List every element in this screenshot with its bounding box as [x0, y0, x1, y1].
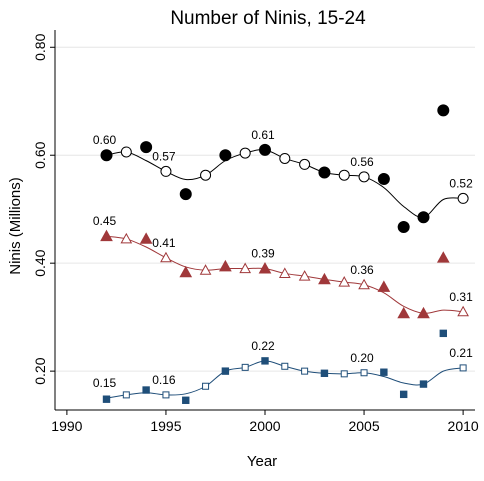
value-label: 0.15: [93, 376, 117, 390]
fit-marker: [199, 264, 212, 275]
value-label: 0.16: [152, 373, 176, 387]
fit-marker: [278, 267, 291, 278]
observed-marker: [139, 232, 153, 244]
fit-marker: [358, 171, 370, 183]
fit-marker: [241, 363, 249, 371]
fit-marker: [340, 370, 348, 378]
fit-marker: [239, 262, 252, 274]
observed-marker: [219, 259, 232, 272]
fit-marker: [120, 232, 133, 244]
value-label: 0.39: [251, 247, 275, 261]
fit-marker: [279, 152, 291, 164]
observed-marker: [377, 172, 390, 185]
fit-marker: [459, 364, 467, 372]
observed-marker: [417, 211, 430, 224]
fit-marker: [120, 146, 132, 158]
fit-marker: [360, 369, 368, 377]
observed-marker: [100, 229, 113, 242]
fit-marker: [457, 305, 469, 317]
observed-marker: [259, 143, 271, 156]
value-label: 0.41: [152, 236, 176, 250]
fit-marker: [160, 165, 172, 177]
observed-marker: [261, 357, 269, 365]
value-label: 0.57: [152, 149, 176, 163]
x-tick-label: 2005: [348, 418, 379, 434]
y-axis-title: Ninis (Millions): [7, 177, 24, 275]
value-label: 0.20: [350, 351, 374, 365]
observed-marker: [419, 380, 428, 388]
y-tick-label: 0.60: [32, 141, 48, 168]
observed-marker: [399, 390, 408, 399]
value-label: 0.31: [449, 290, 473, 304]
observed-marker: [318, 166, 331, 179]
y-tick-label: 0.40: [32, 249, 48, 276]
y-tick-label: 0.20: [32, 357, 48, 384]
fit-marker: [122, 391, 130, 399]
observed-marker: [221, 367, 230, 375]
observed-marker: [380, 368, 388, 376]
value-label: 0.21: [449, 346, 473, 360]
observed-marker: [320, 369, 329, 377]
value-label: 0.60: [93, 133, 117, 147]
observed-marker: [102, 395, 111, 403]
observed-marker: [377, 280, 391, 292]
value-label: 0.56: [350, 155, 374, 169]
observed-marker: [397, 221, 410, 234]
value-label: 0.45: [93, 214, 117, 228]
fit-marker: [299, 158, 311, 170]
observed-marker: [219, 149, 232, 162]
observed-marker: [397, 306, 411, 319]
y-tick-label: 0.80: [32, 33, 48, 60]
fit-marker: [202, 382, 210, 390]
fit-marker: [239, 147, 251, 159]
chart-title: Number of Ninis, 15-24: [170, 8, 366, 29]
fit-marker: [358, 278, 370, 290]
fit-marker: [301, 367, 309, 375]
fit-marker: [162, 391, 170, 399]
observed-marker: [437, 104, 450, 117]
x-tick-label: 1990: [51, 418, 82, 434]
observed-marker: [439, 329, 448, 338]
observed-marker: [417, 306, 430, 319]
observed-marker: [142, 386, 150, 394]
fit-marker: [457, 192, 469, 204]
x-tick-label: 2000: [249, 418, 280, 434]
fit-marker: [298, 270, 311, 281]
fit-marker: [281, 362, 289, 370]
value-label: 0.61: [251, 128, 275, 142]
x-tick-label: 2010: [448, 418, 479, 434]
x-axis-title: Year: [247, 453, 277, 470]
observed-marker: [179, 265, 193, 278]
observed-marker: [182, 396, 190, 404]
observed-marker: [140, 141, 153, 154]
fit-marker: [200, 169, 212, 181]
observed-marker: [436, 251, 450, 263]
fit-marker: [338, 276, 351, 287]
observed-marker: [100, 149, 113, 162]
value-label: 0.52: [449, 176, 473, 190]
fit-marker: [338, 169, 350, 181]
observed-marker: [318, 272, 331, 285]
value-label: 0.22: [251, 339, 275, 353]
fit-marker: [160, 251, 172, 263]
x-tick-label: 1995: [150, 418, 181, 434]
observed-marker: [179, 188, 192, 201]
value-label: 0.36: [350, 263, 374, 277]
observed-marker: [258, 262, 272, 274]
